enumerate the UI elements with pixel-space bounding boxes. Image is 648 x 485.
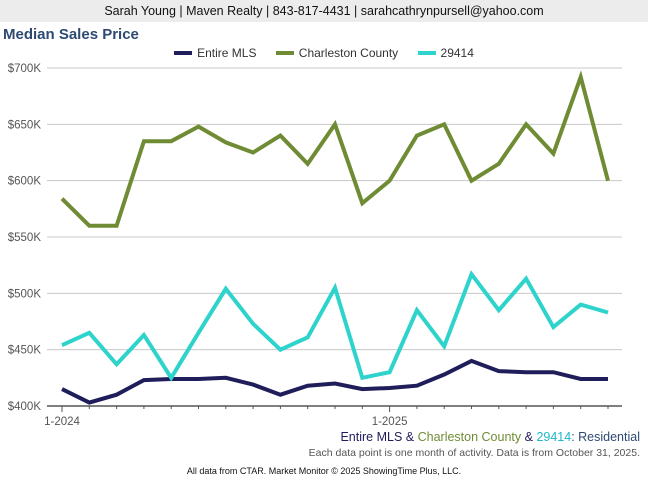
series-line-charleston-county — [60, 70, 610, 228]
footer-ampersand-1: & — [402, 430, 418, 444]
x-tick-label: 1-2024 — [44, 416, 80, 428]
y-tick-label: $650K — [8, 119, 42, 131]
footer-charleston-county: Charleston County — [417, 430, 522, 444]
y-tick-label: $500K — [8, 288, 42, 300]
legend-item-29414: 29414 — [417, 46, 474, 60]
legend-swatch-charleston-county — [275, 50, 294, 55]
chart-legend: Entire MLS Charleston County 29414 — [0, 46, 648, 60]
y-tick-label: $450K — [8, 345, 42, 357]
y-tick-label: $700K — [8, 63, 42, 75]
y-axis-ticks: $400K $450K $500K $550K $600K $650K $700K — [8, 63, 42, 413]
x-tick-label: 1-2025 — [372, 416, 408, 428]
series-line-29414 — [61, 270, 609, 382]
chart-title: Median Sales Price — [3, 26, 139, 43]
footer-residential: : Residential — [571, 430, 640, 444]
footer-29414: 29414 — [536, 430, 572, 444]
footer-series-caption: Entire MLS & Charleston County & 29414: … — [340, 430, 640, 444]
y-tick-label: $400K — [8, 401, 42, 413]
series-line-entire-mls — [61, 358, 608, 405]
x-axis-ticks: 1-2024 1-2025 — [44, 406, 609, 428]
legend-swatch-29414 — [417, 50, 436, 55]
legend-item-entire-mls: Entire MLS — [174, 46, 256, 60]
y-tick-label: $550K — [8, 232, 42, 244]
footer-credit: All data from CTAR. Market Monitor © 202… — [186, 466, 462, 476]
legend-label-charleston-county: Charleston County — [298, 46, 399, 60]
legend-swatch-entire-mls — [174, 50, 193, 55]
legend-label-29414: 29414 — [440, 46, 474, 60]
gridlines — [47, 67, 622, 407]
legend-item-charleston-county: Charleston County — [275, 46, 399, 60]
y-tick-label: $600K — [8, 176, 42, 188]
footer-entire-mls: Entire MLS — [340, 430, 403, 444]
legend-label-entire-mls: Entire MLS — [197, 46, 257, 60]
footer-ampersand-2: & — [521, 430, 537, 444]
series-lines — [60, 70, 610, 405]
contact-header: Sarah Young | Maven Realty | 843-817-443… — [0, 0, 648, 22]
footer-data-note: Each data point is one month of activity… — [308, 447, 640, 459]
